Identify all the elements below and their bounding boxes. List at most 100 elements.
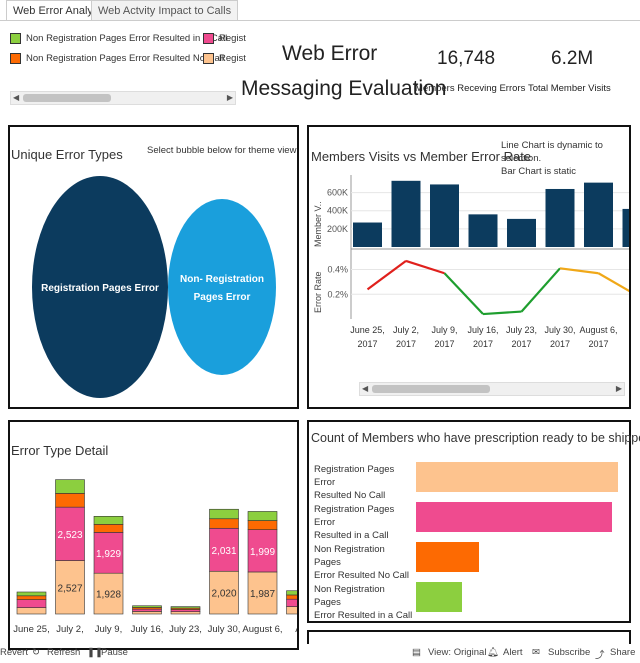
bar-tick-label: 400K — [327, 206, 348, 216]
visits-bar[interactable] — [430, 184, 459, 247]
visits-bar[interactable] — [353, 222, 382, 247]
prescription-bar[interactable] — [416, 502, 612, 532]
refresh-button[interactable]: Refresh — [47, 647, 81, 658]
scroll-right-icon[interactable]: ▶ — [226, 93, 233, 102]
scroll-thumb[interactable] — [372, 385, 490, 393]
detail-bar-segment[interactable] — [286, 606, 298, 615]
detail-bar-segment[interactable] — [55, 506, 85, 561]
alert-button[interactable]: Alert — [503, 647, 523, 658]
x-tick-label-year: 2017 — [434, 339, 454, 349]
view-icon[interactable]: ▤ — [412, 647, 421, 658]
bubble-registration-pages-error[interactable] — [32, 176, 168, 398]
detail-bar-segment[interactable] — [247, 571, 278, 615]
error-rate-segment[interactable] — [482, 310, 522, 316]
detail-bar-segment[interactable] — [209, 570, 239, 615]
detail-bar-segment[interactable] — [93, 572, 124, 615]
scroll-thumb[interactable] — [23, 94, 111, 102]
visits-bar[interactable] — [468, 214, 498, 247]
tab-web-error-analysis[interactable]: Web Error Analysis — [6, 0, 114, 20]
detail-data-label: 1,987 — [250, 589, 275, 600]
detail-bar-segment[interactable] — [55, 560, 85, 615]
detail-bar-segment[interactable] — [132, 611, 162, 615]
view-original-button[interactable]: View: Original — [428, 647, 487, 658]
error-rate-segment[interactable] — [520, 267, 561, 313]
detail-bar-segment[interactable] — [170, 606, 201, 609]
visits-bar[interactable] — [584, 182, 613, 247]
detail-bar-segment[interactable] — [55, 493, 85, 508]
prescription-category-label: Registration Pages Error Resulted in a Ca… — [314, 504, 395, 541]
legend-item-reg-nocall[interactable]: Regist — [203, 53, 246, 64]
prescription-bar[interactable] — [416, 542, 479, 572]
detail-x-label: July 9, — [95, 624, 122, 635]
visits-chart-scrollbar[interactable]: ◀ ▶ — [359, 382, 625, 396]
error-rate-segment[interactable] — [559, 267, 599, 275]
legend-item-nonreg-call[interactable]: Non Registration Pages Error Resulted in… — [10, 33, 227, 44]
detail-bar-segment[interactable] — [247, 529, 278, 573]
error-rate-segment[interactable] — [405, 259, 445, 275]
detail-data-label: 2,523 — [57, 530, 82, 541]
detail-bar-segment[interactable] — [247, 520, 278, 530]
legend-scrollbar[interactable]: ◀ ▶ — [10, 91, 236, 105]
share-icon[interactable]: ⤴ — [595, 650, 605, 661]
bubble-chart: Registration Pages Error Non- Registrati… — [32, 176, 276, 398]
detail-bar-segment[interactable] — [16, 599, 47, 608]
detail-bar-segment[interactable] — [286, 594, 298, 600]
detail-bar-segment[interactable] — [16, 591, 47, 597]
detail-bar-segment[interactable] — [132, 605, 162, 608]
legend-swatch — [203, 33, 214, 44]
prescription-bar[interactable] — [416, 462, 618, 492]
detail-bar-segment[interactable] — [247, 511, 278, 521]
mail-icon[interactable]: ✉ — [532, 647, 540, 658]
prescription-bar[interactable] — [416, 582, 463, 612]
tab-web-activity-impact[interactable]: Web Actvity Impact to Calls — [91, 0, 239, 20]
pause-button[interactable]: Pause — [101, 647, 128, 658]
detail-bar-segment[interactable] — [93, 524, 124, 533]
error-rate-segment[interactable] — [597, 272, 630, 295]
pause-icon[interactable]: ❚❚ — [87, 647, 103, 658]
detail-bar-segment[interactable] — [93, 516, 124, 525]
x-tick-label-year: 2017 — [473, 339, 493, 349]
error-rate-segment[interactable] — [443, 272, 484, 315]
bell-icon[interactable]: 🔔︎ — [487, 647, 500, 658]
legend-item-nonreg-nocall[interactable]: Non Registration Pages Error Resulted No… — [10, 53, 224, 64]
legend-item-reg-call[interactable]: Regist — [203, 33, 246, 44]
detail-bar-segment[interactable] — [209, 508, 239, 520]
x-tick-label: June 25, — [350, 325, 385, 335]
detail-x-label: July 16, — [131, 624, 164, 635]
refresh-icon[interactable]: ↻ — [32, 647, 40, 658]
detail-bar-segment[interactable] — [286, 590, 298, 596]
visits-bar[interactable] — [622, 208, 630, 247]
detail-bar-segment[interactable] — [16, 595, 47, 600]
detail-x-label: July 2, — [56, 624, 83, 635]
bubble-registration-label: Registration Pages Error — [41, 283, 159, 294]
scroll-left-icon[interactable]: ◀ — [13, 93, 20, 102]
detail-bar-segment[interactable] — [16, 607, 47, 615]
share-button[interactable]: Share — [610, 647, 636, 658]
unique-error-types-panel: Unique Error Types Select bubble below f… — [8, 125, 299, 409]
bubble-non-registration-pages-error[interactable] — [168, 199, 276, 375]
visits-chart-title: Members Visits vs Member Error Rate — [311, 149, 532, 164]
prescription-category-label: Non Registration Pages Error Resulted No … — [314, 544, 410, 581]
scroll-left-icon[interactable]: ◀ — [362, 384, 369, 393]
visits-bar[interactable] — [545, 188, 575, 247]
unique-error-types-title: Unique Error Types — [11, 147, 123, 162]
error-rate-segment[interactable] — [366, 260, 407, 291]
detail-bar-segment[interactable] — [132, 608, 162, 612]
kpi-members-errors-label: Members Receving Errors — [415, 83, 526, 94]
prescription-category-label: Registration Pages Error Resulted No Call — [314, 464, 395, 501]
revert-button[interactable]: Revert — [0, 647, 28, 658]
error-type-detail-title: Error Type Detail — [11, 443, 109, 458]
detail-bar-segment[interactable] — [55, 479, 85, 494]
visits-bar[interactable] — [391, 180, 421, 247]
x-tick-label: July 23, — [506, 325, 537, 335]
detail-bar-segment[interactable] — [286, 598, 298, 607]
detail-bar-segment[interactable] — [170, 611, 201, 615]
detail-bar-segment[interactable] — [209, 527, 239, 572]
scroll-right-icon[interactable]: ▶ — [615, 384, 622, 393]
detail-x-label: July 23, — [169, 624, 202, 635]
visits-bar[interactable] — [507, 218, 536, 247]
subscribe-button[interactable]: Subscribe — [548, 647, 591, 658]
detail-bar-segment[interactable] — [209, 518, 239, 529]
detail-bar-segment[interactable] — [170, 609, 201, 612]
legend-swatch — [10, 53, 21, 64]
